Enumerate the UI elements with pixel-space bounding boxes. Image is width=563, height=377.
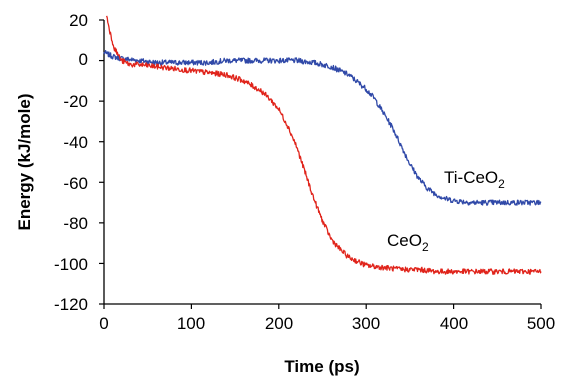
plot-area [99,15,542,309]
x-tick-label: 0 [99,314,108,333]
y-tick-label: -80 [63,214,88,233]
y-tick-label: 0 [79,50,88,69]
axis-ticks [99,19,542,309]
x-tick-label: 100 [177,314,205,333]
y-tick-label: -120 [54,295,88,314]
y-tick-label: -40 [63,133,88,152]
y-tick-label: -20 [63,92,88,111]
x-tick-label: 500 [527,314,555,333]
series-line-ceo2 [105,15,542,275]
series-lines [103,15,542,275]
x-axis-title: Time (ps) [284,357,359,376]
series-label-ti-ceo2: Ti-CeO2 [444,168,505,191]
y-tick-label: 20 [69,11,88,30]
x-tick-label: 200 [265,314,293,333]
y-axis-title: Energy (kJ/mole) [15,94,34,231]
series-line-ti-ceo2 [103,49,542,206]
x-tick-label: 300 [352,314,380,333]
series-label-ceo2: CeO2 [387,231,429,254]
y-tick-label: -100 [54,255,88,274]
x-tick-label: 400 [440,314,468,333]
y-tick-label: -60 [63,174,88,193]
